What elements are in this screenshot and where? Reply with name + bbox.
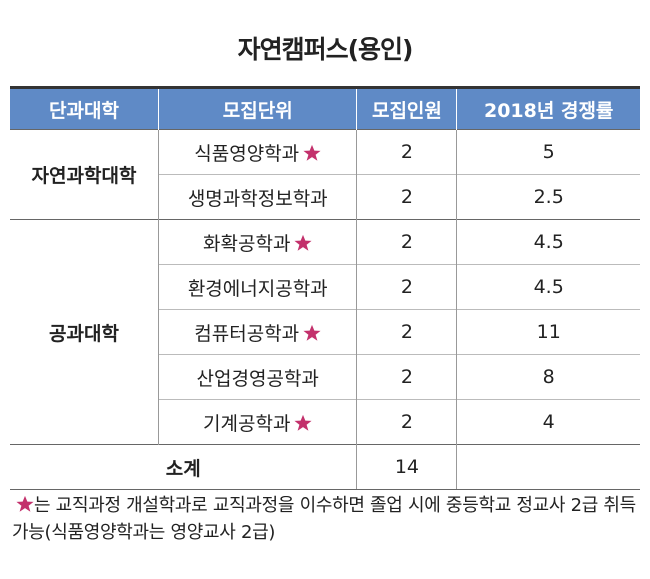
subtotal-quota: 14 [356, 444, 457, 490]
department-cell: 기계공학과 [157, 399, 357, 445]
table-row: 환경에너지공학과 2 4.5 [10, 264, 640, 310]
competition-cell: 2.5 [456, 174, 640, 220]
quota-cell: 2 [356, 399, 457, 445]
department-name: 기계공학과 [203, 412, 291, 435]
header-cell: 2018년 경쟁률 [456, 87, 640, 130]
department-name: 환경에너지공학과 [187, 277, 328, 300]
competition-cell: 4.5 [456, 219, 640, 265]
header-cell: 모집단위 [157, 87, 357, 130]
header-cell: 단과대학 [10, 87, 159, 130]
table-row: 산업경영공학과 2 8 [10, 354, 640, 400]
star-icon [303, 144, 321, 161]
department-cell: 컴퓨터공학과 [157, 309, 357, 355]
department-cell: 화확공학과 [157, 219, 357, 265]
table-row: 기계공학과 2 4 [10, 399, 640, 445]
star-icon [16, 495, 34, 512]
footnote: 는 교직과정 개설학과로 교직과정을 이수하면 졸업 시에 중등학교 정교사 2… [12, 495, 636, 543]
department-name: 식품영양학과 [194, 142, 300, 165]
competition-cell: 11 [456, 309, 640, 355]
department-cell: 환경에너지공학과 [157, 264, 357, 310]
competition-cell: 4.5 [456, 264, 640, 310]
college-cell: 공과대학 [10, 219, 159, 445]
department-cell: 산업경영공학과 [157, 354, 357, 400]
table-row: 컴퓨터공학과 2 11 [10, 309, 640, 355]
table-row: 생명과학정보학과 2 2.5 [10, 174, 640, 220]
quota-cell: 2 [356, 309, 457, 355]
department-cell: 생명과학정보학과 [157, 174, 357, 220]
header-cell: 모집인원 [356, 87, 457, 130]
college-cell: 자연과학대학 [10, 129, 159, 220]
star-icon [303, 324, 321, 341]
header-row: 단과대학 모집단위 모집인원 2018년 경쟁률 [10, 87, 640, 130]
table: 단과대학 모집단위 모집인원 2018년 경쟁률 자연과학대학 식품영양학과 2 5 생명과학… [10, 86, 640, 490]
quota-cell: 2 [356, 129, 457, 175]
department-name: 생명과학정보학과 [187, 187, 328, 210]
quota-cell: 2 [356, 354, 457, 400]
table-row: 자연과학대학 식품영양학과 2 5 [10, 129, 640, 220]
competition-cell: 4 [456, 399, 640, 445]
empty-cell [456, 444, 640, 490]
footnote-box: 는 교직과정 개설학과로 교직과정을 이수하면 졸업 시에 중등학교 정교사 2… [12, 492, 638, 546]
star-icon [294, 414, 312, 431]
subtotal-label: 소계 [10, 444, 357, 490]
department-name: 산업경영공학과 [196, 367, 319, 390]
table-row: 공과대학 화확공학과 2 4.5 [10, 219, 640, 445]
competition-cell: 8 [456, 354, 640, 400]
subtotal-row: 소계 14 [10, 444, 640, 490]
quota-cell: 2 [356, 174, 457, 220]
department-name: 컴퓨터공학과 [194, 322, 300, 345]
quota-cell: 2 [356, 219, 457, 265]
quota-cell: 2 [356, 264, 457, 310]
star-icon [294, 234, 312, 251]
department-cell: 식품영양학과 [157, 129, 357, 175]
competition-cell: 5 [456, 129, 640, 175]
department-name: 화확공학과 [203, 232, 291, 255]
table-body: 자연과학대학 식품영양학과 2 5 생명과학정보학과 2 2.5 공과대학 화확공학과 2 4.5 환… [10, 129, 640, 490]
title: 자연캠퍼스(용인) [237, 35, 414, 64]
